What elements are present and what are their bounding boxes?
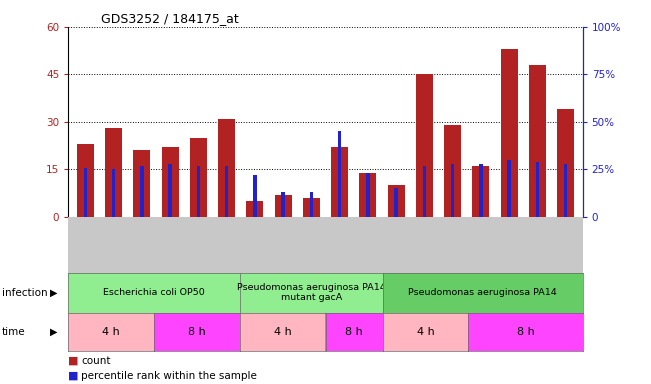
Text: percentile rank within the sample: percentile rank within the sample xyxy=(81,371,257,381)
Bar xyxy=(416,74,433,217)
Bar xyxy=(281,192,284,217)
Bar xyxy=(444,125,461,217)
Bar xyxy=(479,164,482,217)
Text: Pseudomonas aeruginosa PA14
mutant gacA: Pseudomonas aeruginosa PA14 mutant gacA xyxy=(237,283,385,303)
Text: 8 h: 8 h xyxy=(345,327,363,337)
Bar xyxy=(367,173,370,217)
Bar xyxy=(473,166,490,217)
Text: ■: ■ xyxy=(68,371,79,381)
Text: count: count xyxy=(81,356,111,366)
Bar xyxy=(501,49,518,217)
Text: 4 h: 4 h xyxy=(274,327,292,337)
Text: Pseudomonas aeruginosa PA14: Pseudomonas aeruginosa PA14 xyxy=(408,288,557,297)
Text: 4 h: 4 h xyxy=(417,327,434,337)
Text: ■: ■ xyxy=(68,356,79,366)
Bar xyxy=(338,131,341,217)
Bar xyxy=(112,169,115,217)
Bar xyxy=(331,147,348,217)
Bar xyxy=(190,138,207,217)
Bar xyxy=(77,144,94,217)
Bar xyxy=(536,162,539,217)
Text: GDS3252 / 184175_at: GDS3252 / 184175_at xyxy=(101,12,239,25)
Bar xyxy=(225,166,229,217)
Text: time: time xyxy=(2,327,25,337)
Text: 4 h: 4 h xyxy=(102,327,120,337)
Bar xyxy=(395,189,398,217)
Bar xyxy=(557,109,574,217)
Bar xyxy=(140,166,143,217)
Bar xyxy=(422,166,426,217)
Text: 8 h: 8 h xyxy=(188,327,206,337)
Bar xyxy=(564,164,568,217)
Bar xyxy=(161,147,178,217)
Bar xyxy=(508,160,511,217)
Bar xyxy=(169,164,172,217)
Bar xyxy=(359,173,376,217)
Bar xyxy=(105,128,122,217)
Bar xyxy=(310,192,313,217)
Bar xyxy=(133,151,150,217)
Text: ▶: ▶ xyxy=(49,288,57,298)
Bar xyxy=(303,198,320,217)
Bar xyxy=(218,119,235,217)
Bar xyxy=(197,166,200,217)
Text: infection: infection xyxy=(2,288,48,298)
Bar xyxy=(246,201,264,217)
Bar xyxy=(253,175,256,217)
Bar xyxy=(83,167,87,217)
Text: 8 h: 8 h xyxy=(517,327,534,337)
Bar xyxy=(451,164,454,217)
Text: Escherichia coli OP50: Escherichia coli OP50 xyxy=(104,288,205,297)
Bar xyxy=(275,195,292,217)
Bar xyxy=(387,185,405,217)
Text: ▶: ▶ xyxy=(49,327,57,337)
Bar xyxy=(529,65,546,217)
